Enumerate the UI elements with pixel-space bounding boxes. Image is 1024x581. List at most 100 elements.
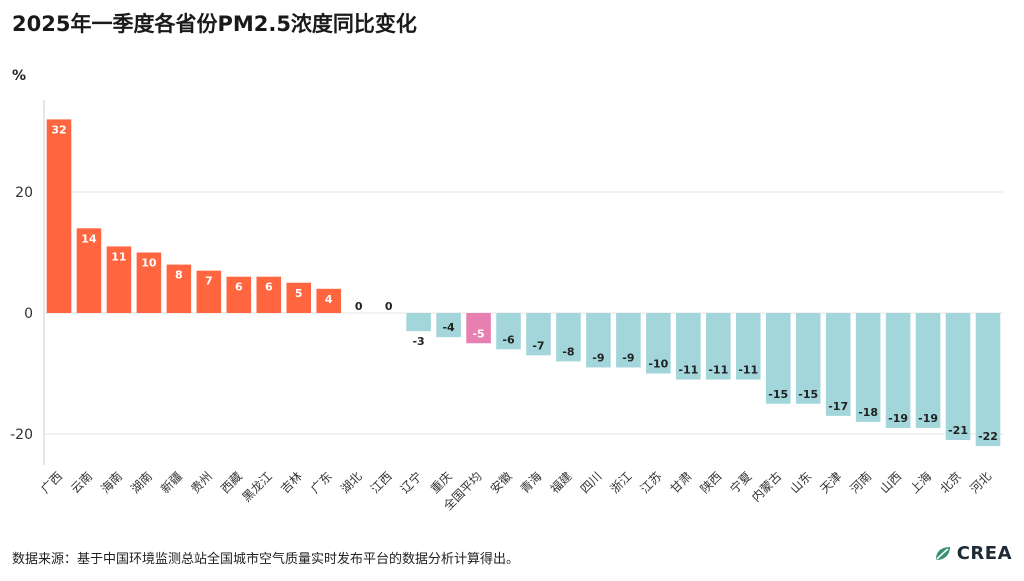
- x-tick-label: 云南: [67, 469, 95, 497]
- bar: [706, 313, 731, 380]
- bar-value-label: -7: [532, 339, 544, 352]
- bar: [436, 313, 461, 338]
- bar: [795, 313, 821, 404]
- bar-value-label: 6: [265, 281, 273, 294]
- x-tick-label: 河北: [967, 469, 994, 496]
- bar-value-label: -19: [918, 412, 938, 425]
- bar: [616, 313, 641, 368]
- bar-value-label: -9: [622, 351, 634, 364]
- bar: [975, 313, 1001, 447]
- x-tick-label: 海南: [97, 469, 125, 497]
- x-tick-label: 四川: [578, 469, 605, 496]
- bar-value-label: 0: [355, 300, 363, 313]
- bar: [466, 313, 491, 344]
- x-tick-label: 吉林: [278, 469, 305, 496]
- chart-title: 2025年一季度各省份PM2.5浓度同比变化: [12, 12, 417, 36]
- bar-value-label: 11: [111, 250, 126, 263]
- bar-value-label: -17: [828, 400, 848, 413]
- x-tick-label: 黑龙江: [240, 469, 275, 504]
- y-tick-label: -20: [10, 427, 33, 443]
- x-tick-label: 山东: [787, 469, 814, 496]
- bar-value-label: -3: [412, 335, 424, 348]
- bar: [496, 313, 521, 350]
- y-tick-label: 0: [24, 306, 33, 322]
- bar-value-label: 8: [175, 269, 183, 282]
- bar: [765, 313, 791, 404]
- x-tick-label: 广东: [308, 469, 335, 496]
- bar-value-label: 0: [385, 300, 393, 313]
- x-tick-label: 山西: [877, 469, 904, 496]
- bar-value-label: -9: [592, 351, 604, 364]
- bar: [196, 270, 222, 313]
- brand-logo: CREA: [933, 543, 1012, 564]
- x-tick-label: 江西: [368, 469, 395, 496]
- x-tick-label: 浙江: [608, 469, 635, 496]
- bar: [945, 313, 971, 441]
- bar-value-label: -21: [948, 424, 968, 437]
- bar-value-label: -22: [978, 430, 998, 443]
- bar-value-label: 14: [81, 232, 97, 245]
- bar: [526, 313, 551, 356]
- x-tick-label: 湖北: [337, 469, 365, 497]
- bar: [586, 313, 611, 368]
- bar: [46, 119, 72, 314]
- x-tick-label: 河南: [847, 469, 875, 497]
- x-tick-label: 北京: [937, 469, 964, 496]
- bar-value-label: 32: [51, 123, 66, 136]
- x-tick-label: 新疆: [157, 469, 185, 497]
- x-tick-label: 宁夏: [727, 469, 755, 497]
- bar: [855, 313, 881, 422]
- brand-name: CREA: [956, 543, 1012, 564]
- x-tick-label: 内蒙古: [748, 469, 784, 505]
- x-tick-label: 上海: [907, 469, 935, 497]
- bar: [646, 313, 671, 374]
- bar-value-label: 6: [235, 281, 243, 294]
- bar: [76, 228, 102, 313]
- x-tick-label: 青海: [517, 469, 545, 497]
- bar: [676, 313, 701, 380]
- x-tick-label: 贵州: [188, 469, 215, 496]
- bar: [885, 313, 911, 428]
- y-tick-label: 20: [15, 185, 33, 201]
- bar: [286, 282, 312, 313]
- bar: [316, 288, 341, 313]
- bar: [166, 264, 192, 313]
- bar-value-label: 4: [325, 293, 333, 306]
- x-tick-label: 天津: [817, 469, 844, 496]
- bar-value-label: -15: [768, 388, 788, 401]
- bar-value-label: 7: [205, 275, 213, 288]
- x-tick-label: 广西: [38, 469, 65, 496]
- x-tick-label: 辽宁: [397, 469, 425, 497]
- x-tick-label: 安徽: [487, 469, 515, 497]
- bar: [556, 313, 581, 362]
- bar-value-label: -11: [708, 364, 728, 377]
- bar: [406, 313, 431, 332]
- bar-value-label: -5: [472, 327, 484, 340]
- crea-leaf-icon: [935, 546, 950, 560]
- bar-value-label: 5: [295, 287, 303, 300]
- x-tick-label: 甘肃: [668, 469, 695, 496]
- y-axis-unit: %: [12, 68, 27, 84]
- source-note: 数据来源：基于中国环境监测总站全国城市空气质量实时发布平台的数据分析计算得出。: [12, 552, 520, 567]
- x-tick-label: 湖南: [127, 469, 155, 497]
- bar: [825, 313, 851, 416]
- bar-value-label: -10: [648, 358, 668, 371]
- bar-value-label: -8: [562, 345, 574, 358]
- bar: [915, 313, 941, 428]
- bar-value-label: -4: [442, 321, 455, 334]
- bar: [735, 313, 761, 380]
- bar-value-label: -11: [738, 364, 758, 377]
- bar: [256, 276, 282, 313]
- bar-chart: -2002032广西14云南11海南10湖南8新疆7贵州6西藏6黑龙江5吉林4广…: [10, 100, 1003, 513]
- bar: [226, 276, 252, 313]
- bar-value-label: -11: [678, 364, 698, 377]
- bar-value-label: -19: [888, 412, 908, 425]
- bar-value-label: -15: [798, 388, 818, 401]
- bar-value-label: -6: [502, 333, 515, 346]
- bar-value-label: 10: [141, 257, 157, 270]
- x-tick-label: 陕西: [697, 469, 725, 497]
- x-tick-label: 福建: [547, 469, 575, 497]
- bar: [136, 252, 162, 313]
- bar-value-label: -18: [858, 406, 878, 419]
- x-tick-label: 江苏: [638, 469, 665, 496]
